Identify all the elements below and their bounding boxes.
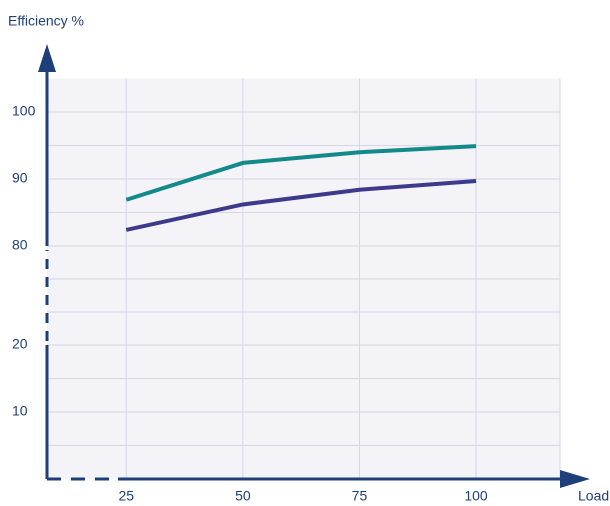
y-tick-label: 90 xyxy=(12,170,28,186)
x-axis-arrow xyxy=(560,470,590,488)
x-tick-label: 75 xyxy=(352,488,368,504)
y-axis-label: Efficiency % xyxy=(8,13,84,29)
data-line xyxy=(125,179,477,232)
y-tick-label: 100 xyxy=(12,103,36,119)
y-tick-label: 10 xyxy=(12,403,28,419)
x-axis-label: Load xyxy=(578,488,609,504)
data-line xyxy=(125,144,477,202)
y-tick-label: 80 xyxy=(12,237,28,253)
y-tick-label: 20 xyxy=(12,336,28,352)
x-tick-label: 100 xyxy=(464,488,488,504)
y-axis-arrow xyxy=(38,44,56,72)
x-tick-label: 50 xyxy=(235,488,251,504)
x-tick-label: 25 xyxy=(118,488,134,504)
